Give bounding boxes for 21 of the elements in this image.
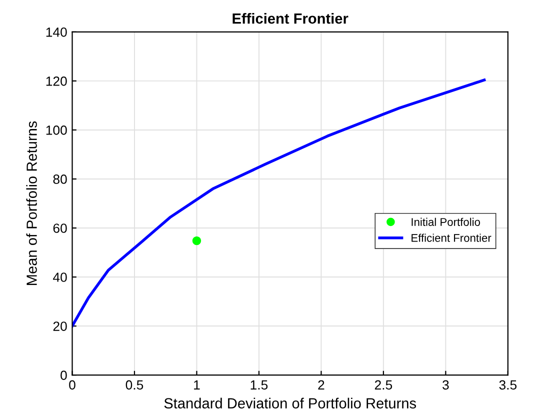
- x-tick-label: 1.5: [250, 380, 268, 390]
- legend-label: Initial Portfolio: [412, 218, 480, 226]
- legend-label: Efficient Frontier: [412, 234, 492, 242]
- y-tick-label: 100: [46, 126, 67, 135]
- y-tick-label: 140: [46, 27, 67, 37]
- x-tick-label: 0.5: [126, 380, 144, 390]
- y-tick-label: 0: [60, 370, 67, 380]
- x-tick-label: 0: [69, 380, 76, 390]
- x-tick-label: 2.5: [374, 380, 392, 390]
- y-tick-label: 60: [53, 224, 67, 233]
- y-tick-label: 120: [46, 76, 67, 86]
- x-tick-label: 3: [442, 380, 449, 390]
- x-axis-title: Standard Deviation of Portfolio Returns: [164, 398, 416, 408]
- chart-title: Efficient Frontier: [232, 13, 348, 24]
- x-tick-label: 2: [318, 380, 324, 390]
- y-tick-label: 80: [53, 174, 67, 184]
- x-tick-label: 3.5: [499, 380, 517, 390]
- x-tick-label: 1: [194, 380, 200, 390]
- y-tick-label: 40: [53, 272, 67, 282]
- y-axis-title: Mean of Portfolio Returns: [26, 121, 37, 285]
- y-tick-label: 20: [53, 322, 67, 331]
